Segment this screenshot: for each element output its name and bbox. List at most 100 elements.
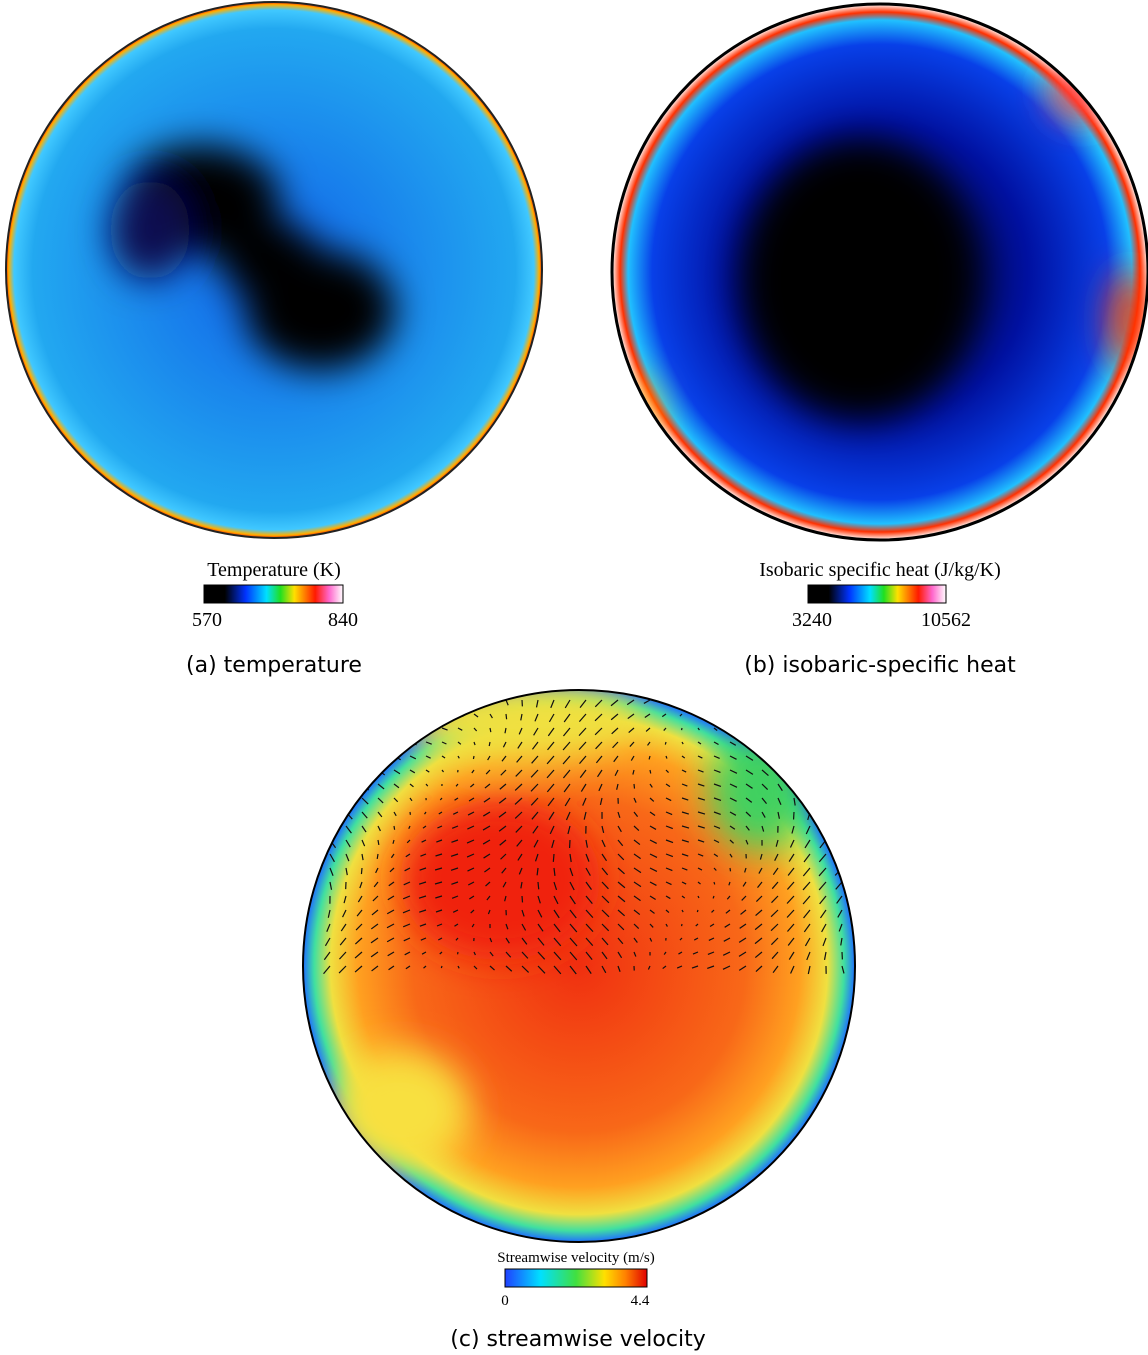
temperature-field xyxy=(6,2,542,538)
vector-arrow xyxy=(842,700,848,707)
vector-arrow xyxy=(826,770,827,778)
vector-arrow xyxy=(329,700,330,708)
vector-arrow xyxy=(346,742,351,749)
vector-arrow xyxy=(426,714,433,716)
vector-arrow xyxy=(837,812,842,819)
vector-arrow xyxy=(426,700,433,702)
vector-arrow xyxy=(330,784,337,792)
vector-arrow xyxy=(362,770,369,776)
vector-arrow xyxy=(330,742,334,750)
vector-arrow xyxy=(835,854,842,861)
colorbar-title: Isobaric specific heat (J/kg/K) xyxy=(759,559,1001,581)
vector-arrow xyxy=(489,742,490,746)
vector-arrow xyxy=(853,798,858,805)
vector-arrow xyxy=(794,756,799,764)
vector-arrow xyxy=(714,882,715,884)
vector-arrow xyxy=(394,728,401,732)
vector-arrow xyxy=(378,714,384,719)
colorbar-max: 10562 xyxy=(921,609,971,631)
vector-arrow xyxy=(854,784,858,791)
vector-arrow xyxy=(762,700,767,706)
vector-arrow xyxy=(854,896,858,903)
vector-arrow xyxy=(836,826,842,833)
vector-arrow xyxy=(826,700,833,708)
vector-arrow xyxy=(810,742,815,750)
vector-arrow xyxy=(458,700,464,702)
vector-arrow xyxy=(506,714,507,719)
colorbar-title: Temperature (K) xyxy=(207,559,341,581)
vector-arrow xyxy=(362,742,368,748)
vector-arrow xyxy=(746,714,751,718)
vector-arrow xyxy=(474,700,479,703)
vector-arrow xyxy=(824,798,826,806)
vector-arrow xyxy=(426,728,432,730)
vector-arrow xyxy=(378,742,385,747)
caption: (c) streamwise velocity xyxy=(450,1327,705,1352)
vector-arrow xyxy=(810,756,814,764)
vector-arrow xyxy=(778,728,785,735)
vector-arrow xyxy=(855,770,858,777)
vector-arrow xyxy=(490,728,491,732)
vector-arrow xyxy=(665,742,666,745)
vector-arrow xyxy=(794,770,798,778)
vector-arrow xyxy=(361,868,362,874)
vector-arrow xyxy=(858,728,860,735)
vector-arrow xyxy=(855,910,858,917)
vector-arrow xyxy=(826,756,828,764)
vector-arrow xyxy=(442,714,448,716)
vector-arrow xyxy=(330,826,336,834)
vector-arrow xyxy=(746,728,752,732)
vector-arrow xyxy=(730,700,732,703)
caption: (a) temperature xyxy=(186,653,362,678)
vector-arrow xyxy=(762,728,769,734)
vector-arrow xyxy=(346,700,347,707)
vector-arrow xyxy=(762,742,769,748)
vector-arrow xyxy=(394,714,400,718)
vector-arrow xyxy=(346,784,353,791)
vector-arrow xyxy=(825,784,826,792)
figure: Temperature (K) 570 840 (a) temperature … xyxy=(0,0,1148,1355)
colorbar-title: Streamwise velocity (m/s) xyxy=(497,1250,654,1266)
vector-arrow xyxy=(858,966,862,973)
vector-arrow xyxy=(810,728,816,736)
vector-arrow xyxy=(857,756,858,763)
colorbar-max: 4.4 xyxy=(631,1293,650,1309)
vector-arrow xyxy=(810,770,813,778)
vector-arrow xyxy=(362,728,367,734)
vector-arrow xyxy=(842,728,846,735)
vector-arrow xyxy=(553,854,554,862)
vector-arrow xyxy=(697,910,698,912)
vector-arrow xyxy=(346,798,353,805)
colorbar xyxy=(204,585,343,603)
colorbar-min: 0 xyxy=(501,1293,509,1309)
vector-arrow xyxy=(441,966,442,968)
vector-arrow xyxy=(841,770,842,777)
velocity-field xyxy=(303,680,863,1242)
vector-arrow xyxy=(858,952,860,959)
vector-arrow xyxy=(442,700,449,702)
vector-arrow xyxy=(858,700,863,707)
vector-arrow xyxy=(794,742,800,750)
vector-arrow xyxy=(842,742,844,749)
vector-arrow xyxy=(835,840,842,847)
vector-arrow xyxy=(839,784,842,791)
vector-arrow xyxy=(714,714,716,716)
vector-arrow xyxy=(778,742,785,749)
vector-arrow xyxy=(852,812,858,819)
vector-arrow xyxy=(394,826,395,830)
vector-arrow xyxy=(851,826,858,833)
vector-arrow xyxy=(794,714,801,722)
vector-arrow xyxy=(778,714,785,721)
vector-arrow xyxy=(377,854,378,859)
vector-arrow xyxy=(838,798,842,805)
vector-arrow xyxy=(762,714,768,720)
specific-heat-field xyxy=(605,4,1148,540)
vector-arrow xyxy=(346,728,350,735)
vector-arrow xyxy=(778,756,784,763)
vector-arrow xyxy=(822,812,826,820)
vector-arrow xyxy=(826,742,830,750)
vector-arrow xyxy=(810,784,811,792)
vector-arrow xyxy=(794,728,801,736)
vector-arrow xyxy=(794,700,801,708)
vector-arrow xyxy=(650,770,651,773)
